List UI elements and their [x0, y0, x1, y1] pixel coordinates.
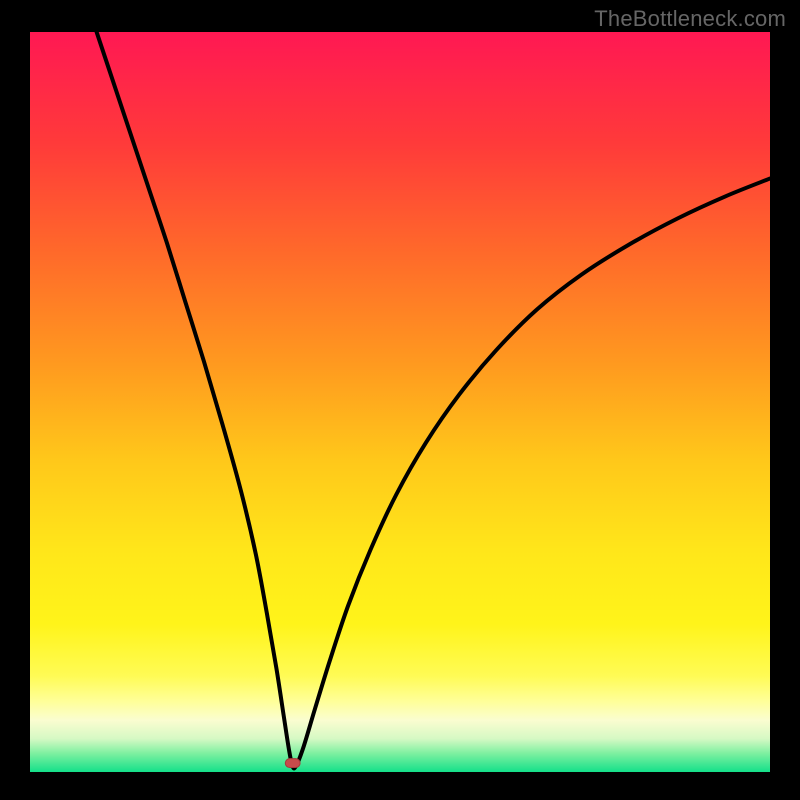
plot-area — [30, 32, 770, 772]
gradient-background — [30, 32, 770, 772]
min-marker — [285, 759, 300, 768]
watermark-text: TheBottleneck.com — [594, 6, 786, 32]
bottleneck-chart — [30, 32, 770, 772]
chart-frame: TheBottleneck.com — [0, 0, 800, 800]
